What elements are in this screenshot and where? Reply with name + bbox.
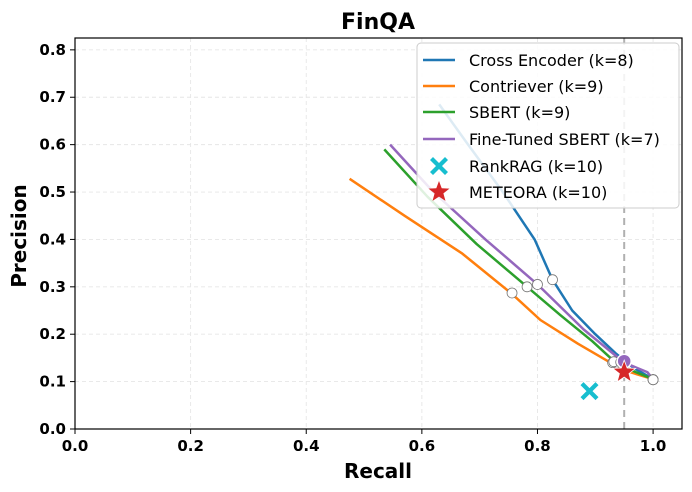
series-marker-3 (532, 279, 543, 290)
y-tick-label: 0.3 (39, 278, 66, 296)
legend-marker-rankrag (430, 157, 448, 175)
legend-marker-meteora (428, 181, 450, 201)
legend-label-contriever: Contriever (k=9) (469, 77, 604, 96)
special-point-meteora (611, 358, 637, 383)
legend-label-meteora: METEORA (k=10) (469, 183, 607, 202)
y-tick-label: 0.2 (39, 325, 66, 343)
y-tick-label: 0.0 (39, 420, 66, 438)
y-tick-label: 0.7 (39, 88, 66, 106)
x-tick-label: 0.4 (293, 437, 320, 455)
meteora-star (611, 358, 637, 383)
legend-box (416, 42, 680, 209)
special-point-rankrag (580, 382, 599, 401)
chart-title: FinQA (341, 10, 415, 35)
special-points (580, 358, 637, 401)
x-axis-title: Recall (344, 459, 412, 483)
x-axis-ticks: 0.0 0.2 0.4 0.6 0.8 1.0 (62, 429, 667, 455)
legend-label-rankrag: RankRAG (k=10) (469, 157, 603, 176)
x-tick-label: 1.0 (640, 437, 667, 455)
y-axis-title: Precision (7, 184, 31, 288)
legend-label-fine-tuned-sbert: Fine-Tuned SBERT (k=7) (469, 130, 660, 149)
y-tick-label: 0.4 (39, 230, 66, 248)
series-marker-2 (521, 281, 533, 293)
y-tick-label: 0.5 (39, 183, 66, 201)
legend-label-cross-encoder: Cross Encoder (k=8) (469, 51, 634, 70)
legend-label-sbert: SBERT (k=9) (469, 103, 570, 122)
x-tick-label: 0.2 (177, 437, 204, 455)
x-tick-label: 0.0 (62, 437, 89, 455)
y-tick-label: 0.6 (39, 136, 66, 154)
y-axis-ticks: 0.0 0.1 0.2 0.3 0.4 0.5 0.6 0.7 0.8 (39, 41, 75, 438)
series-end-marker-3 (647, 374, 659, 386)
legend: Cross Encoder (k=8) Contriever (k=9) SBE… (416, 42, 680, 209)
x-tick-label: 0.6 (409, 437, 436, 455)
plot-frame (74, 37, 683, 430)
rankrag-x (580, 382, 599, 401)
series-marker-1 (506, 287, 518, 299)
series-markers (506, 274, 659, 386)
x-tick-label: 0.8 (524, 437, 551, 455)
series-marker-0 (547, 274, 558, 286)
y-tick-label: 0.8 (39, 41, 66, 59)
y-tick-label: 0.1 (39, 373, 66, 391)
